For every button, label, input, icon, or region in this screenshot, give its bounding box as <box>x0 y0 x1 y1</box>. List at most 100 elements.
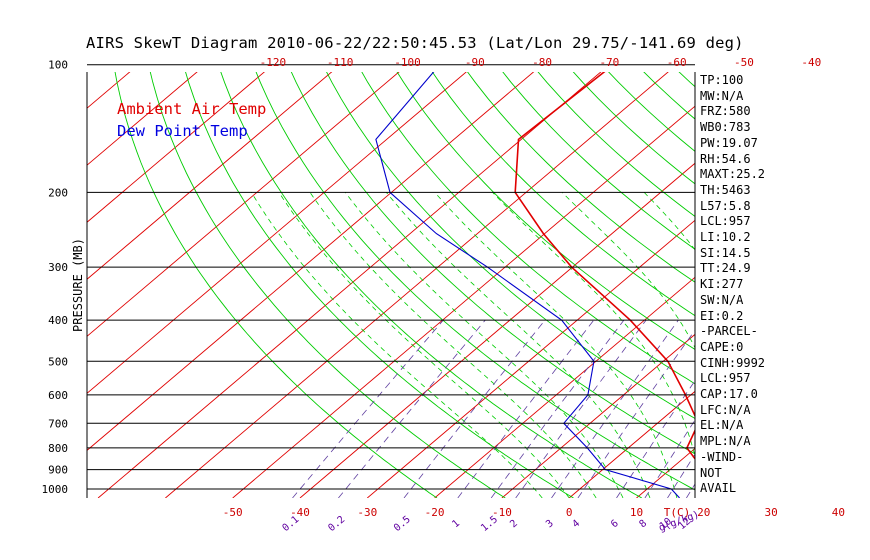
pressure-tick-label: 1000 <box>42 483 69 496</box>
top-temperature-tick-label: -60 <box>667 56 687 69</box>
dry-adiabat-line <box>502 72 695 250</box>
isotherm-line <box>838 65 870 498</box>
index-item: CINH:9992 <box>700 355 766 370</box>
dry-adiabat-line <box>114 72 438 498</box>
bottom-temperature-tick-label: -10 <box>492 506 512 519</box>
index-item: SW:N/A <box>700 292 744 307</box>
isotherm-line <box>568 390 695 498</box>
mixing-ratio-line <box>490 319 625 498</box>
top-temperature-tick-label: -50 <box>734 56 754 69</box>
index-item: EL:N/A <box>700 418 744 433</box>
index-item: KI:277 <box>700 277 744 292</box>
bottom-temperature-tick-label: 0 <box>566 506 573 519</box>
pressure-tick-label: 500 <box>48 355 68 368</box>
mixing-ratio-tick-label: 3 <box>544 518 556 530</box>
index-item: -WIND- <box>700 449 744 464</box>
chart-title: AIRS SkewT Diagram 2010-06-22/22:50:45.5… <box>86 34 744 52</box>
mixing-ratio-line <box>741 320 848 498</box>
dry-adiabat-line <box>290 72 695 455</box>
moist-adiabat-line <box>309 192 597 498</box>
index-item: AVAIL <box>700 481 737 496</box>
isotherm-line <box>771 65 870 498</box>
index-item: -PARCEL- <box>700 324 758 339</box>
top-temperature-tick-label: -90 <box>465 56 485 69</box>
mixing-ratio-tick-label: 4 <box>570 518 582 530</box>
index-item: SI:14.5 <box>700 245 751 260</box>
mixing-ratio-line <box>551 319 679 498</box>
index-item: LI:10.2 <box>700 230 751 244</box>
index-item: MW:N/A <box>700 88 744 103</box>
mixing-ratio-line <box>457 319 595 498</box>
dry-adiabat-line <box>776 65 870 498</box>
moist-adiabat-line <box>386 192 651 498</box>
index-item: LCL:957 <box>700 371 751 386</box>
pressure-tick-label: 200 <box>48 186 68 199</box>
mixing-ratio-tick-label: 8 <box>637 518 649 530</box>
isotherm-line <box>0 65 4 498</box>
isotherm-line <box>299 162 695 498</box>
isotherm-line <box>87 72 333 280</box>
moist-adiabat-line <box>492 192 695 458</box>
isotherm-line <box>0 65 71 498</box>
mixing-ratio-line <box>766 320 870 498</box>
mixing-ratio-line <box>819 320 870 498</box>
dry-adiabat-line <box>220 72 643 498</box>
isotherm-line <box>87 72 198 166</box>
index-item: MAXT:25.2 <box>700 167 766 182</box>
dry-adiabat-line <box>185 72 574 498</box>
isotherm-line <box>636 447 695 498</box>
index-item: CAP:17.0 <box>700 387 758 401</box>
mixing-ratio-line <box>515 319 647 498</box>
mixing-ratio-tick-label: 1 <box>450 518 462 530</box>
legend-ambient-temp: Ambient Air Temp <box>117 100 267 118</box>
index-item: TP:100 <box>700 73 744 87</box>
index-item: TT:24.9 <box>700 261 751 276</box>
index-item: WB0:783 <box>700 120 751 135</box>
moist-adiabat-line <box>251 192 543 498</box>
dry-adiabat-line <box>326 72 695 420</box>
isotherm-line <box>87 72 400 337</box>
dry-adiabat-line <box>431 72 695 317</box>
moist-adiabat-line <box>434 192 678 498</box>
pressure-tick-label: 800 <box>48 442 68 455</box>
pressure-tick-label: 600 <box>48 389 68 402</box>
index-item: RH:54.6 <box>700 151 751 166</box>
index-item: PW:19.07 <box>700 135 758 150</box>
legend-dewpoint-temp: Dew Point Temp <box>117 122 248 140</box>
top-temperature-tick-label: -120 <box>260 56 287 69</box>
index-item: LFC:N/A <box>700 402 751 417</box>
mixing-ratio-tick-label: 0.2 <box>326 514 347 534</box>
mixing-ratio-line <box>292 319 444 498</box>
pressure-tick-label: 400 <box>48 314 68 327</box>
index-item: FRZ:580 <box>700 104 751 119</box>
dry-adiabat-line <box>741 65 870 498</box>
dry-adiabat-line <box>149 72 506 498</box>
bottom-temperature-tick-label: 20 <box>697 506 710 519</box>
isotherm-line <box>87 72 265 223</box>
index-item: CAPE:0 <box>700 339 744 354</box>
bottom-temperature-tick-label: 30 <box>764 506 777 519</box>
isotherm-line <box>232 105 695 498</box>
pressure-tick-label: 700 <box>48 417 68 430</box>
top-temperature-tick-label: -80 <box>532 56 552 69</box>
mixing-ratio-tick-label: 2 <box>508 518 520 530</box>
dry-adiabat-line <box>396 72 695 350</box>
index-item: EI:0.2 <box>700 308 744 323</box>
mixing-ratio-line <box>338 319 486 498</box>
index-item: L57:5.8 <box>700 198 751 213</box>
mixing-ratio-line <box>786 320 870 498</box>
bottom-temperature-tick-label: 40 <box>832 506 845 519</box>
bottom-temperature-tick-label: -40 <box>290 506 310 519</box>
top-temperature-tick-label: -40 <box>801 56 821 69</box>
top-temperature-tick-label: -110 <box>327 56 354 69</box>
dry-adiabat-line <box>811 65 870 498</box>
bottom-temperature-tick-label: -50 <box>223 506 243 519</box>
dry-adiabat-line <box>361 72 695 385</box>
mixing-ratio-tick-label: 0.5 <box>392 514 413 534</box>
bottom-temperature-tick-label: -30 <box>357 506 377 519</box>
top-temperature-tick-label: -70 <box>599 56 619 69</box>
index-item: MPL:N/A <box>700 434 751 449</box>
dry-adiabat-line <box>846 65 870 498</box>
